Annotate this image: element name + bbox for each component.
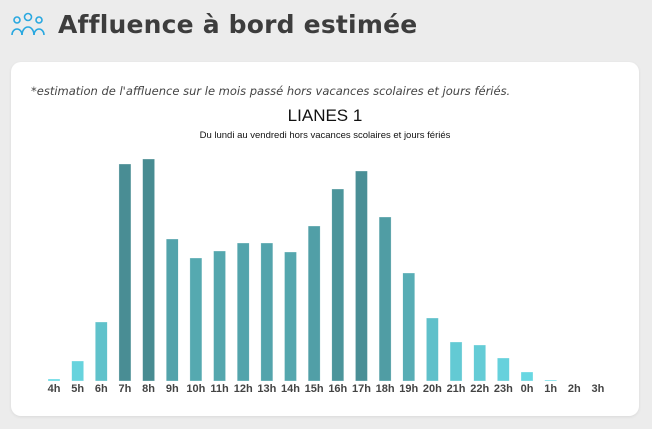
x-tick-label: 8h	[142, 383, 155, 395]
x-tick-label: 7h	[119, 383, 132, 395]
bar-22h	[473, 344, 486, 382]
estimation-note: *estimation de l'affluence sur le mois p…	[31, 84, 511, 98]
bar-13h	[260, 242, 274, 382]
bar-16h	[331, 188, 345, 382]
chart-title: LIANES 1	[287, 106, 363, 125]
bar-4h	[47, 378, 61, 382]
x-tick-label: 19h	[399, 383, 418, 395]
x-tick-label: 18h	[376, 383, 395, 395]
bar-11h	[213, 250, 226, 382]
x-tick-label: 0h	[521, 383, 534, 395]
x-tick-label: 22h	[470, 383, 489, 395]
x-tick-label: 5h	[71, 383, 84, 395]
bar-17h	[355, 170, 368, 382]
bar-1h	[544, 379, 557, 382]
x-tick-label: 4h	[48, 383, 61, 395]
x-tick-label: 17h	[352, 383, 371, 395]
bar-6h	[95, 321, 108, 382]
x-tick-label: 11h	[210, 383, 229, 395]
x-tick-label: 3h	[592, 383, 605, 395]
page-header: Affluence à bord estimée	[10, 4, 417, 44]
bar-12h	[236, 242, 250, 382]
x-tick-label: 15h	[305, 383, 324, 395]
bar-5h	[71, 360, 84, 382]
people-group-icon	[11, 12, 45, 36]
x-tick-label: 10h	[186, 383, 205, 395]
x-tick-label: 14h	[281, 383, 300, 395]
bar-23h	[497, 357, 510, 382]
x-tick-label: 23h	[494, 383, 513, 395]
bar-8h	[142, 158, 155, 382]
x-tick-label: 21h	[447, 383, 466, 395]
bar-7h	[118, 163, 132, 382]
bar-19h	[402, 272, 415, 382]
x-tick-label: 1h	[544, 383, 557, 395]
x-tick-label: 13h	[257, 383, 276, 395]
x-tick-label: 9h	[166, 383, 179, 395]
bar-21h	[449, 341, 463, 382]
bar-15h	[307, 225, 321, 382]
x-tick-label: 16h	[328, 383, 347, 395]
x-tick-label: 2h	[568, 383, 581, 395]
affluence-card: *estimation de l'affluence sur le mois p…	[11, 62, 639, 416]
bar-14h	[284, 251, 297, 382]
bar-0h	[520, 371, 534, 382]
bar-20h	[426, 317, 439, 382]
bar-chart: 4h 5h 6h 7h 8h 9h 10h 11h 12h 13h 14h 15h 16h 17h 18h 1…	[47, 158, 605, 395]
x-tick-label: 20h	[423, 383, 442, 395]
x-tick-label: 12h	[234, 383, 253, 395]
bar-18h	[378, 216, 392, 382]
page-title: Affluence à bord estimée	[58, 9, 418, 39]
chart-subtitle: Du lundi au vendredi hors vacances scola…	[199, 130, 451, 141]
bar-9h	[166, 238, 179, 382]
x-tick-label: 6h	[95, 383, 108, 395]
bar-10h	[189, 257, 203, 382]
